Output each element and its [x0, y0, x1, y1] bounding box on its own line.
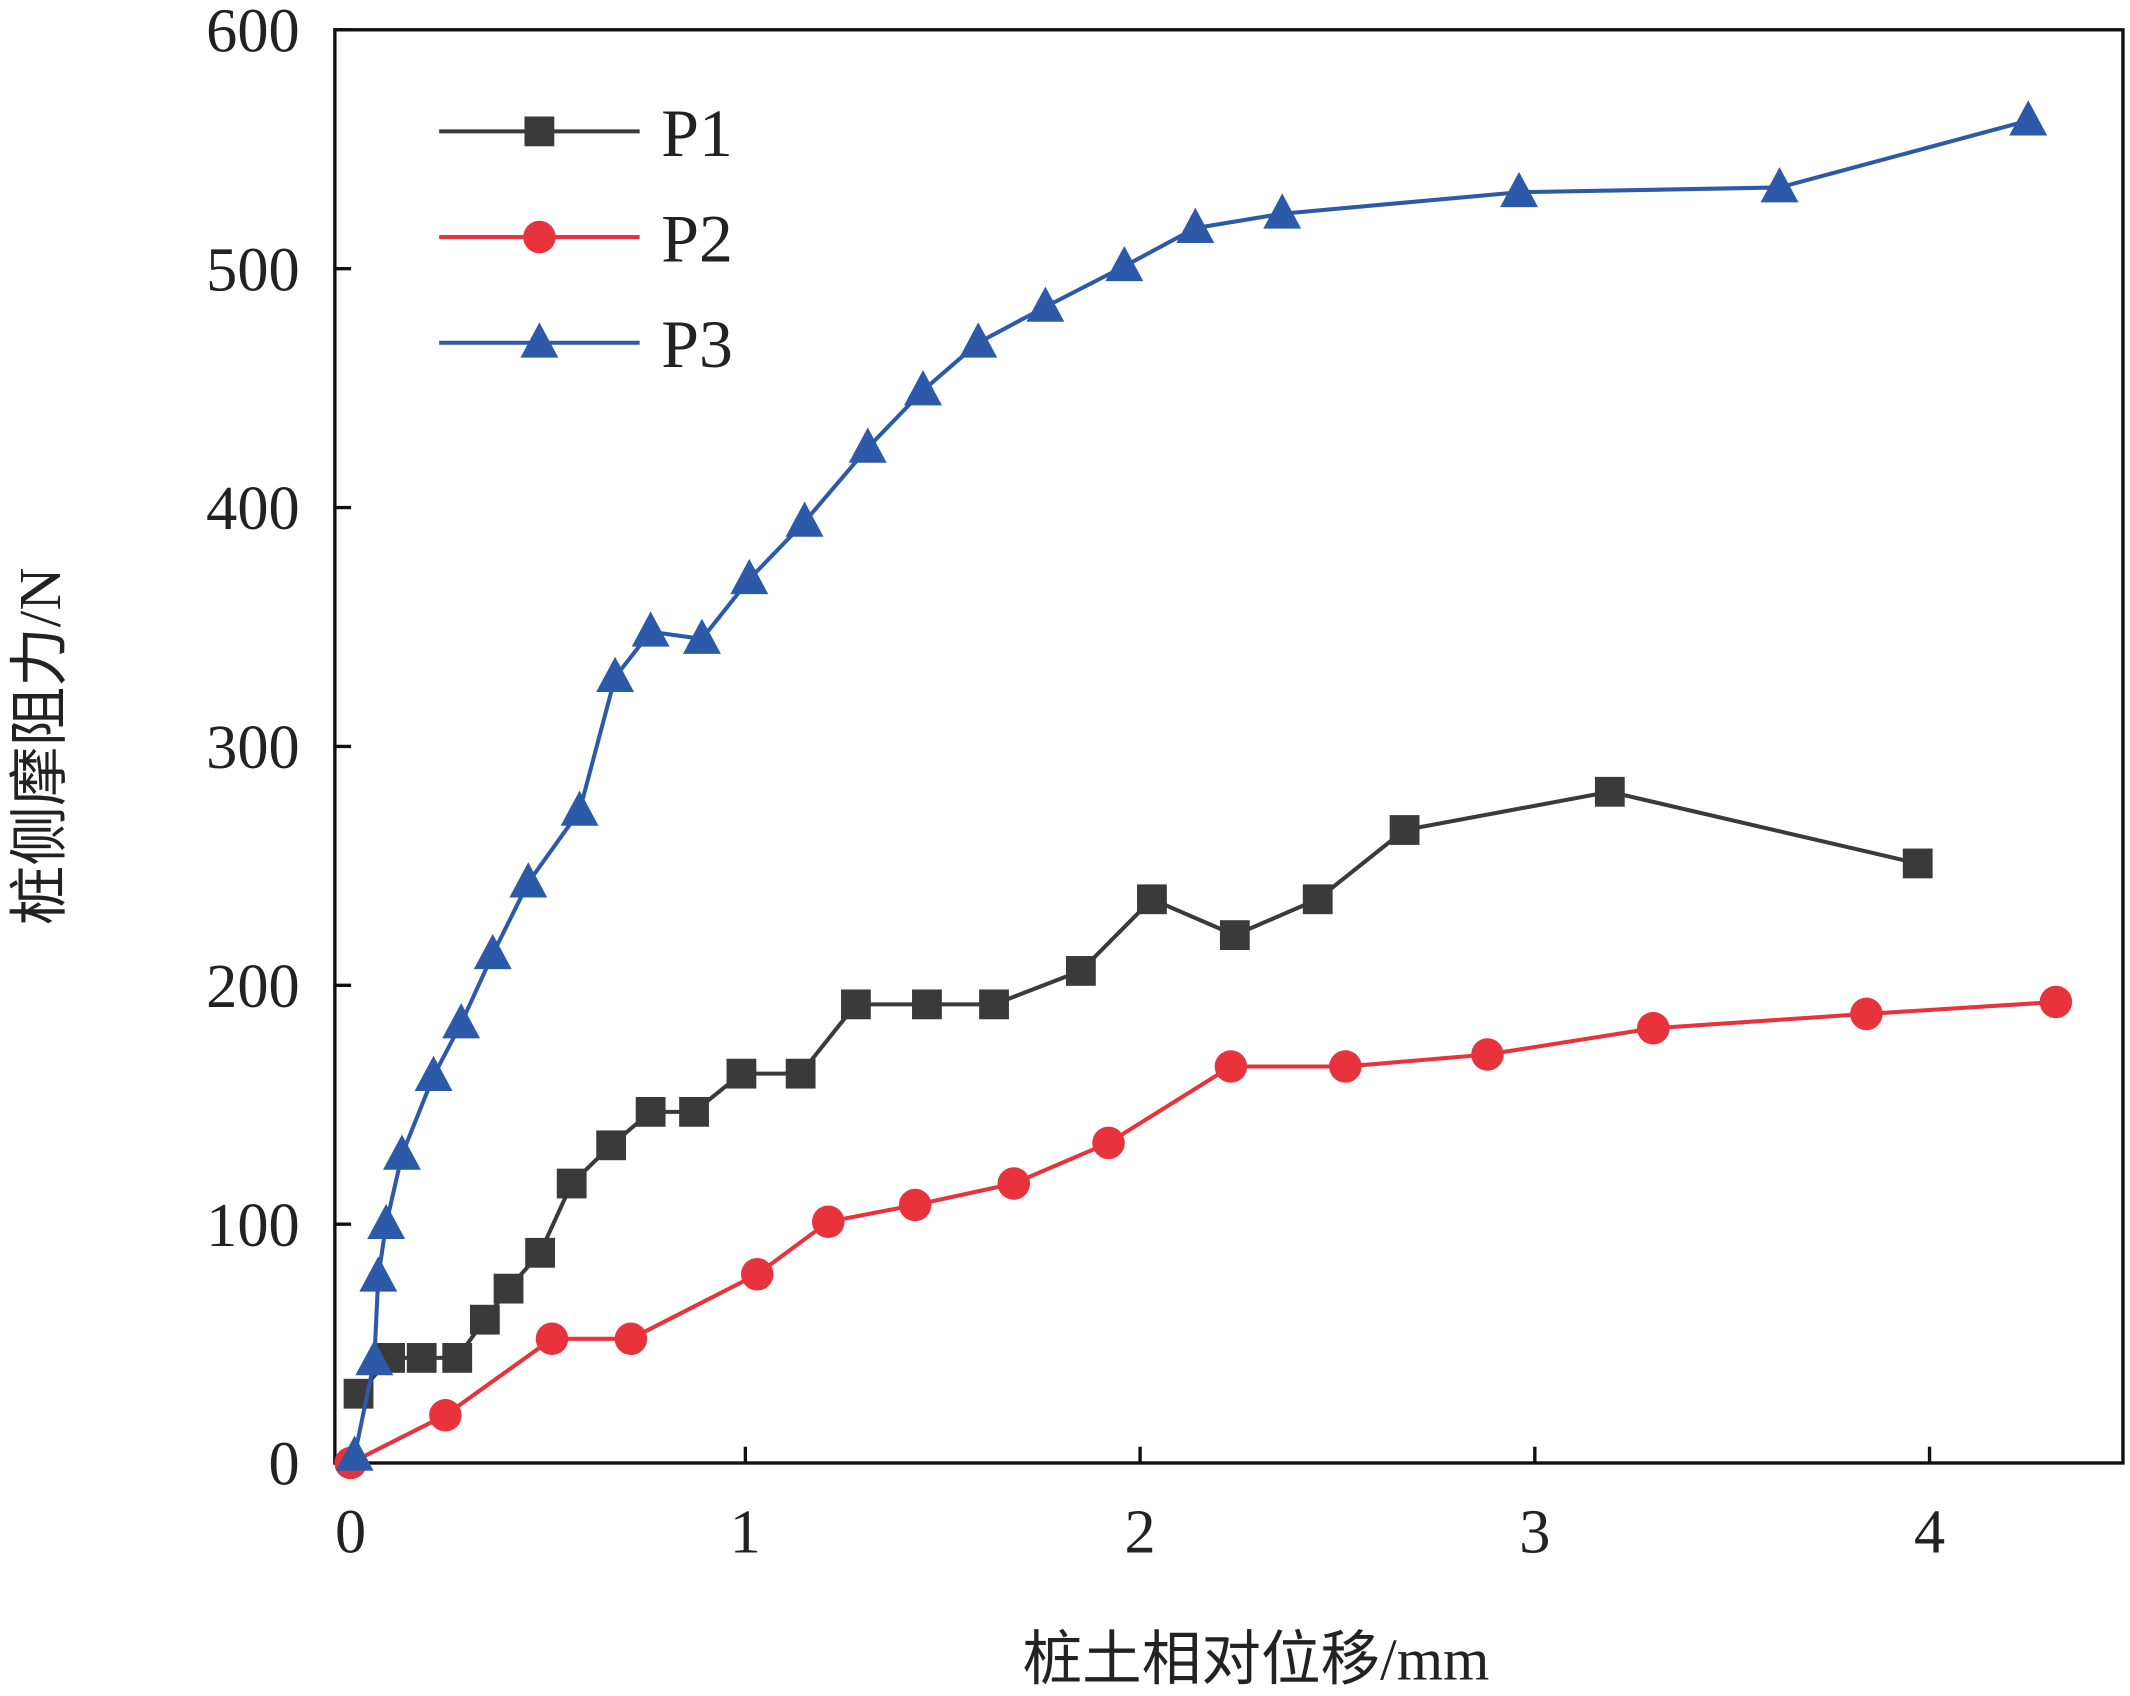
data-point: [367, 1203, 406, 1240]
data-point: [1105, 245, 1144, 282]
y-axis-label: 桩侧摩阻力/N: [7, 568, 73, 926]
legend-marker: [520, 322, 559, 358]
x-tick-label: 2: [1125, 1497, 1156, 1566]
data-point: [442, 1343, 473, 1373]
y-tick-label: 300: [206, 713, 299, 782]
data-point: [560, 790, 599, 826]
data-point: [1176, 207, 1215, 243]
data-point: [1137, 884, 1167, 915]
data-point: [509, 862, 548, 898]
data-point: [1850, 997, 1883, 1031]
data-point: [785, 1058, 816, 1089]
y-tick-label: 100: [206, 1191, 299, 1260]
data-point: [469, 1304, 500, 1335]
legend-marker: [523, 220, 556, 254]
data-point: [631, 611, 670, 647]
data-point: [614, 1322, 648, 1356]
legend-label: P3: [661, 307, 733, 382]
data-point: [382, 1134, 421, 1170]
data-point: [493, 1273, 524, 1304]
x-tick-label: 3: [1519, 1497, 1550, 1566]
data-point: [1263, 193, 1302, 229]
data-point: [679, 1096, 709, 1127]
data-point: [904, 370, 942, 406]
y-tick-label: 600: [206, 0, 299, 65]
data-point: [726, 1058, 757, 1089]
data-point: [2009, 100, 2048, 136]
data-point: [1902, 848, 1933, 879]
data-point: [740, 1258, 774, 1291]
data-point: [997, 1167, 1031, 1200]
data-point: [1092, 1126, 1125, 1160]
data-point: [1389, 815, 1420, 845]
legend-marker: [524, 116, 555, 147]
data-point: [1471, 1038, 1504, 1071]
legend-label: P1: [661, 96, 733, 171]
data-point: [1500, 171, 1539, 208]
data-point: [596, 1130, 627, 1161]
x-tick-label: 0: [335, 1497, 366, 1566]
x-axis-label: 桩土相对位移/mm: [1023, 1627, 1490, 1693]
data-point: [1302, 884, 1333, 915]
data-point: [414, 1055, 453, 1091]
data-point: [1219, 920, 1250, 951]
data-point: [1760, 167, 1799, 203]
data-point: [840, 989, 871, 1020]
series-line: [357, 789, 1919, 1396]
series-line: [352, 118, 2029, 1457]
data-point: [535, 1322, 569, 1356]
x-tick-label: 4: [1914, 1497, 1945, 1566]
data-point: [682, 618, 721, 654]
data-point: [2039, 985, 2073, 1019]
data-point: [1636, 1012, 1670, 1045]
data-point: [556, 1168, 587, 1199]
data-point: [730, 558, 769, 595]
data-point: [429, 1398, 462, 1432]
data-point: [1329, 1050, 1362, 1083]
data-point: [635, 1096, 666, 1127]
data-point: [912, 989, 942, 1020]
series-line: [349, 999, 2056, 1465]
data-point: [473, 933, 512, 970]
data-point: [848, 427, 887, 463]
data-point: [785, 501, 824, 537]
data-point: [525, 1237, 556, 1268]
data-point: [1214, 1050, 1248, 1083]
data-point: [442, 1003, 481, 1039]
legend-label: P2: [661, 201, 733, 276]
y-tick-label: 0: [268, 1430, 299, 1499]
data-point: [596, 656, 635, 693]
y-tick-label: 200: [206, 952, 299, 1021]
data-point: [1594, 776, 1625, 807]
data-point: [898, 1188, 932, 1222]
data-point: [406, 1343, 437, 1373]
data-point: [355, 1339, 394, 1376]
x-tick-label: 1: [730, 1497, 761, 1566]
data-point: [812, 1205, 845, 1239]
data-point: [1026, 286, 1065, 322]
data-point: [359, 1256, 398, 1292]
data-point: [959, 322, 998, 358]
data-point: [979, 989, 1009, 1020]
y-tick-label: 400: [206, 474, 299, 543]
data-point: [1065, 956, 1096, 986]
y-tick-label: 500: [206, 235, 299, 304]
plot-frame: [333, 28, 2125, 1465]
data-point: [335, 1435, 374, 1471]
